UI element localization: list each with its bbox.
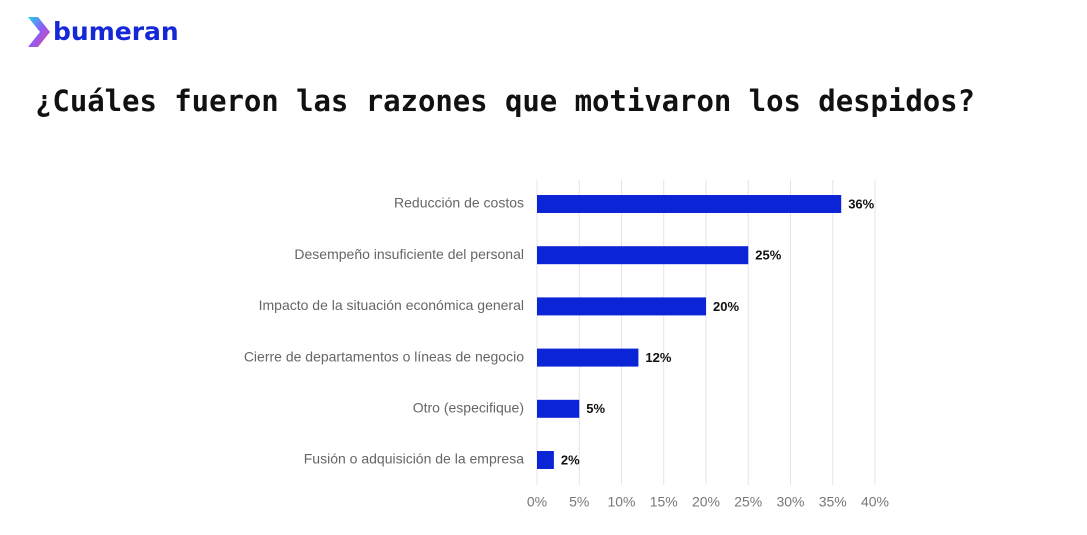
value-label: 2%	[561, 452, 580, 467]
category-label: Impacto de la situación económica genera…	[259, 297, 524, 313]
bar	[537, 297, 706, 316]
x-tick-label: 40%	[861, 494, 889, 510]
bar	[537, 195, 842, 213]
x-tick-label: 30%	[776, 494, 804, 510]
bar	[537, 246, 749, 265]
category-label: Reducción de costos	[394, 195, 524, 211]
category-label: Fusión o adquisición de la empresa	[304, 451, 524, 467]
value-label: 20%	[713, 299, 739, 314]
x-tick-label: 5%	[569, 494, 589, 510]
logo-text: bumeran	[53, 17, 179, 46]
bar	[537, 451, 554, 469]
x-tick-label: 10%	[607, 494, 635, 510]
category-label: Cierre de departamentos o líneas de nego…	[244, 348, 524, 364]
x-tick-label: 20%	[692, 494, 720, 510]
x-tick-label: 15%	[650, 494, 678, 510]
category-label: Desempeño insuficiente del personal	[294, 246, 524, 262]
value-label: 36%	[848, 196, 874, 211]
logo-icon	[28, 17, 50, 47]
category-label: Otro (especifique)	[413, 400, 524, 416]
value-label: 12%	[645, 350, 671, 365]
value-label: 5%	[586, 401, 605, 416]
x-tick-label: 0%	[527, 494, 547, 510]
bar	[537, 348, 639, 367]
chart-title: ¿Cuáles fueron las razones que motivaron…	[35, 84, 975, 118]
x-tick-label: 25%	[734, 494, 762, 510]
value-label: 25%	[755, 248, 781, 263]
bar	[537, 399, 580, 418]
x-tick-label: 35%	[819, 494, 847, 510]
